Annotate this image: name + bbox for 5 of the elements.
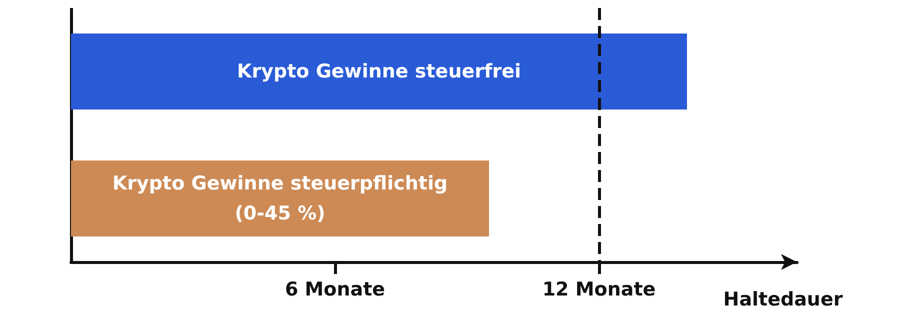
y-tick-label: Krypto Gewinne steuerfrei (236, 60, 522, 82)
y-tick-label: Krypto Gewinne steuerpflichtig (0-45 %) (112, 172, 448, 224)
x-axis-title: Haltedauer (723, 288, 844, 310)
x-tick-label: 12 Monate (542, 278, 656, 300)
x-tick-label: 6 Monate (284, 278, 386, 300)
